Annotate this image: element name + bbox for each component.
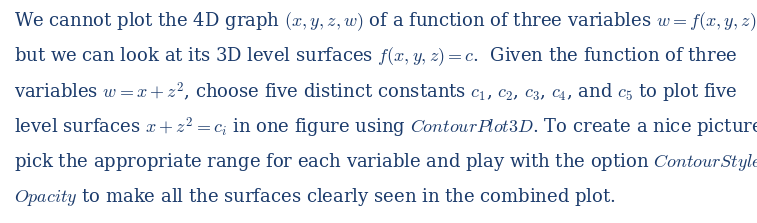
Text: level surfaces $x + z^2 = c_i$ in one figure using $\mathit{ContourPlot3D}$. To : level surfaces $x + z^2 = c_i$ in one fi… <box>14 116 757 140</box>
Text: pick the appropriate range for each variable and play with the option $\mathit{C: pick the appropriate range for each vari… <box>14 151 757 173</box>
Text: We cannot plot the 4D graph $(x, y, z, w)$ of a function of three variables $w =: We cannot plot the 4D graph $(x, y, z, w… <box>14 10 757 33</box>
Text: variables $w = x + z^2$, choose five distinct constants $c_1$, $c_2$, $c_3$, $c_: variables $w = x + z^2$, choose five dis… <box>14 81 737 105</box>
Text: $\mathit{Opacity}$ to make all the surfaces clearly seen in the combined plot.: $\mathit{Opacity}$ to make all the surfa… <box>14 186 615 208</box>
Text: but we can look at its 3D level surfaces $f(x, y, z) = c$.  Given the function o: but we can look at its 3D level surfaces… <box>14 45 737 68</box>
